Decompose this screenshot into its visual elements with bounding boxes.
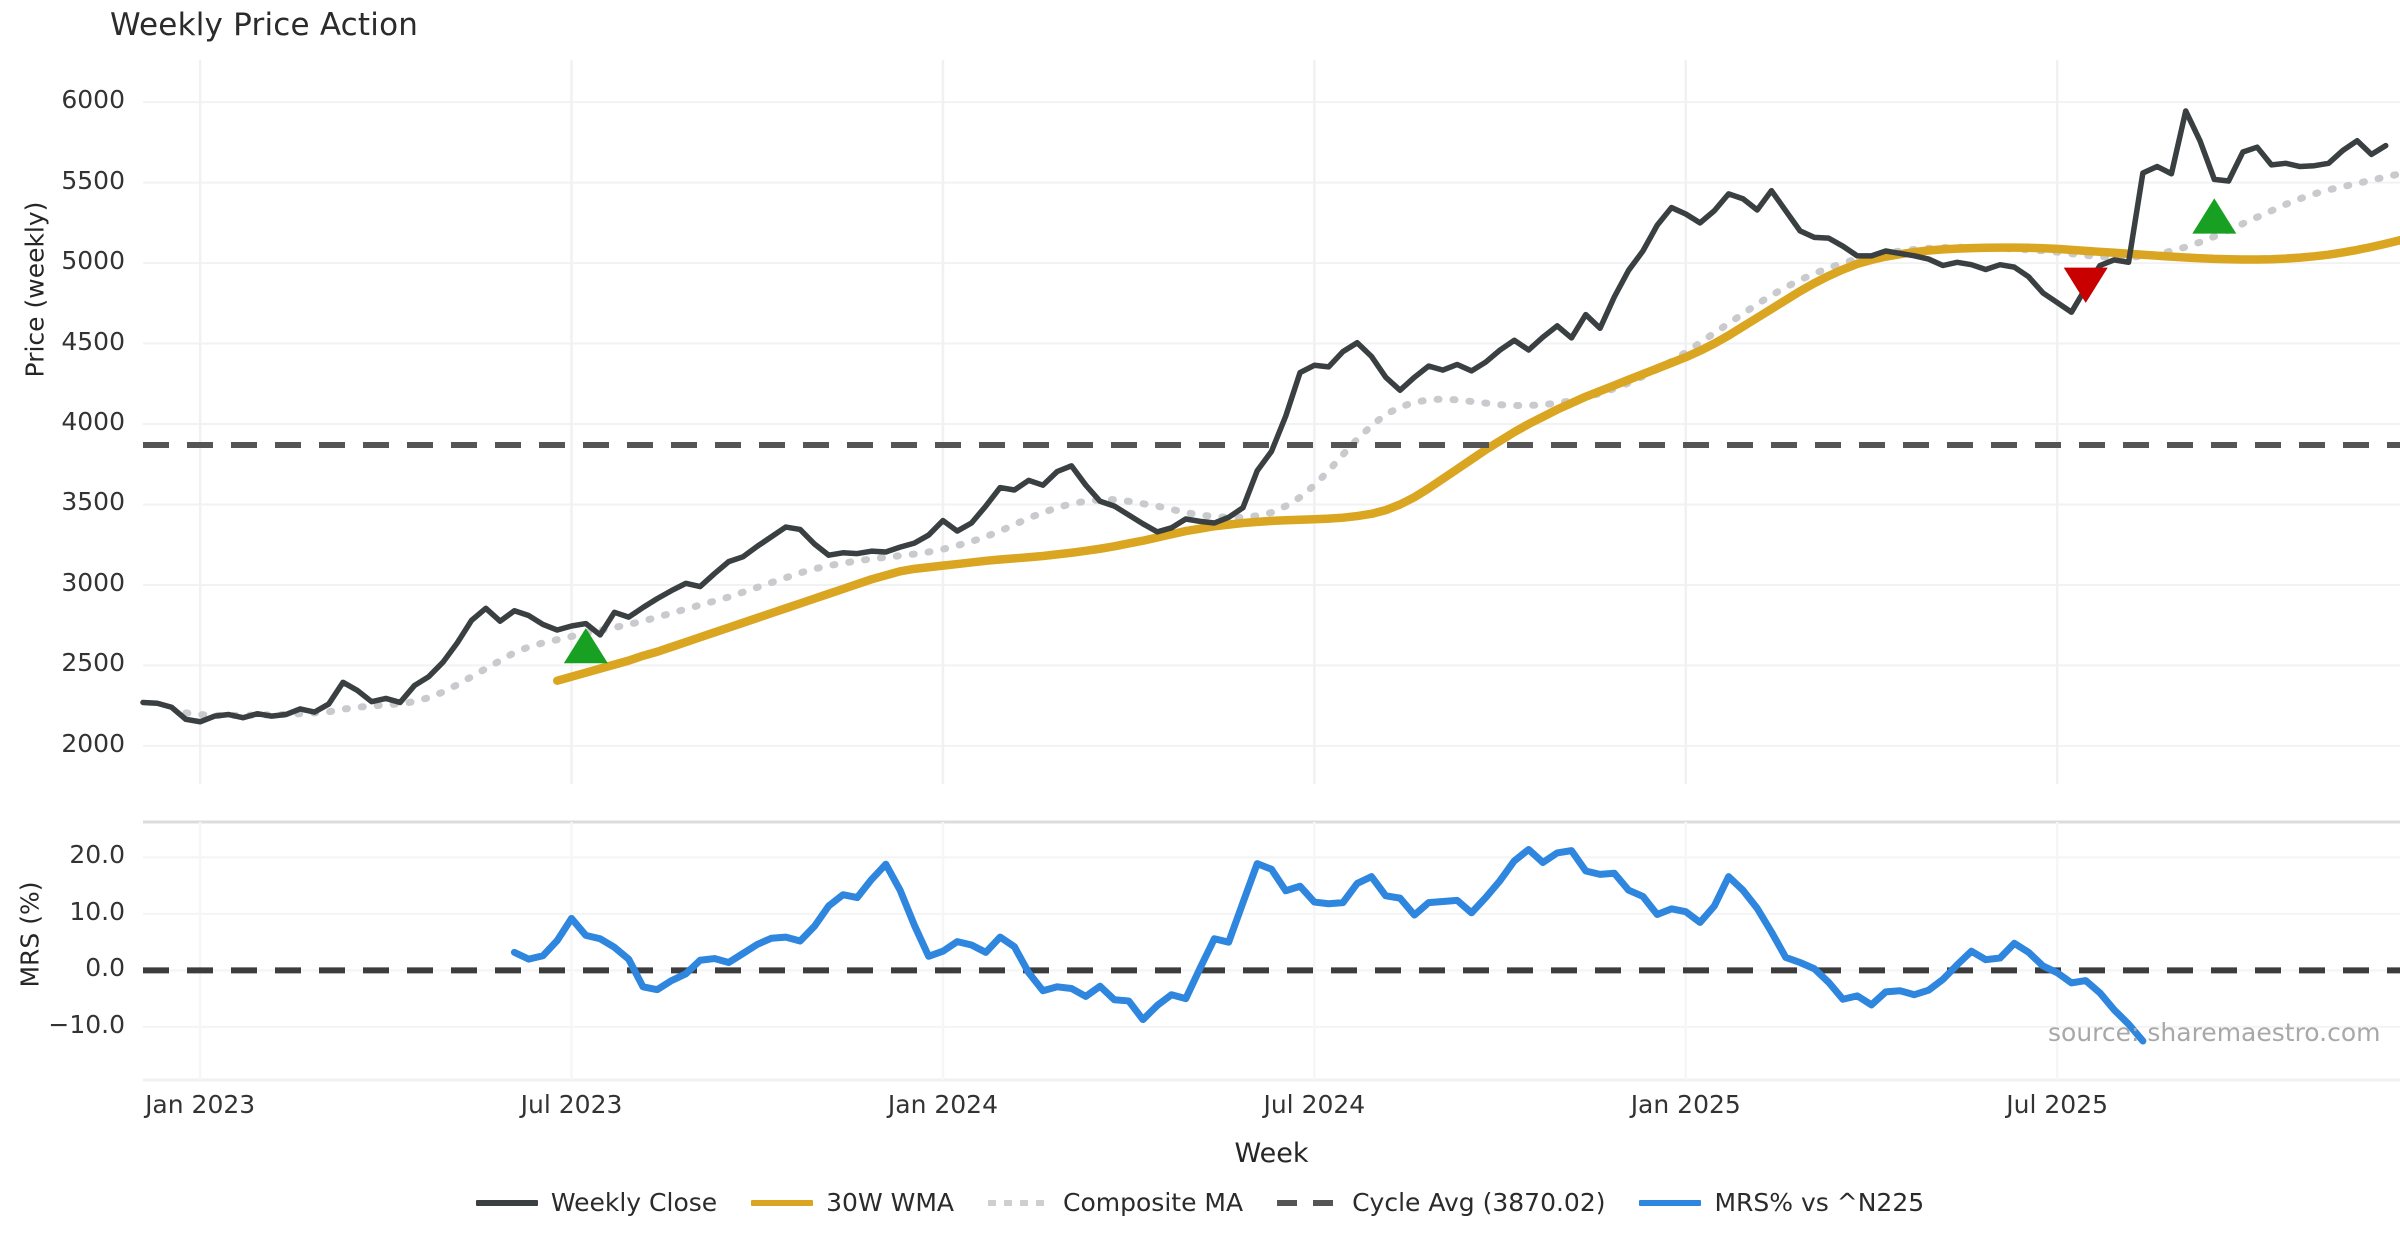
x-tick: Jan 2024 (887, 1090, 998, 1119)
legend-label: Weekly Close (550, 1188, 718, 1217)
buy-signal-marker (563, 628, 608, 664)
legend-item[interactable]: 30W WMA (751, 1188, 954, 1217)
x-axis-label: Week (1234, 1138, 1309, 1169)
price-y-tick: 6000 (61, 85, 125, 115)
legend-label: 30W WMA (826, 1188, 955, 1217)
mrs-y-tick: 10.0 (69, 896, 125, 926)
price-y-tick: 2500 (61, 648, 125, 678)
legend-swatch-dashed (1277, 1199, 1340, 1206)
x-tick: Jan 2023 (145, 1090, 256, 1119)
series-30w-wma (553, 235, 2400, 685)
legend-item[interactable]: Cycle Avg (3870.02) (1277, 1188, 1605, 1217)
price-y-tick: 5500 (61, 165, 125, 195)
legend-swatch-solid (751, 1199, 814, 1206)
price-y-tick: 4000 (61, 407, 125, 437)
series-weekly-close (140, 108, 2389, 725)
price-y-tick: 3000 (61, 567, 125, 597)
price-y-tick: 3500 (61, 487, 125, 517)
legend-label: MRS% vs ^N225 (1714, 1188, 1925, 1217)
x-tick: Jul 2025 (2006, 1090, 2109, 1119)
mrs-y-tick: 0.0 (85, 953, 125, 983)
page-title: Weekly Price Action (110, 7, 419, 43)
price-y-tick: 4500 (61, 326, 125, 356)
x-tick: Jan 2025 (1630, 1090, 1741, 1119)
x-tick: Jul 2023 (520, 1090, 623, 1119)
legend-item[interactable]: Weekly Close (475, 1188, 718, 1217)
legend-swatch-dotted (988, 1199, 1051, 1206)
legend-item[interactable]: MRS% vs ^N225 (1639, 1188, 1924, 1217)
series-mrs-percent (510, 846, 2147, 1045)
chart-canvas (140, 60, 2400, 1082)
legend-swatch-solid (475, 1199, 538, 1206)
chart-legend: Weekly Close 30W WMA Composite MA Cycle Avg… (0, 1188, 2400, 1217)
sell-signal-marker (2063, 267, 2108, 303)
legend-item[interactable]: Composite MA (988, 1188, 1243, 1217)
buy-signal-marker (2192, 198, 2237, 234)
mrs-y-tick: 20.0 (69, 840, 125, 870)
x-tick: Jul 2024 (1263, 1090, 1366, 1119)
legend-label: Cycle Avg (3870.02) (1352, 1188, 1606, 1217)
legend-label: Composite MA (1063, 1188, 1244, 1217)
mrs-y-tick: −10.0 (48, 1009, 125, 1039)
legend-swatch-solid (1639, 1199, 1702, 1206)
source-watermark: source: sharemaestro.com (2048, 1018, 2381, 1047)
price-y-tick: 2000 (61, 728, 125, 758)
price-y-tick: 5000 (61, 246, 125, 276)
